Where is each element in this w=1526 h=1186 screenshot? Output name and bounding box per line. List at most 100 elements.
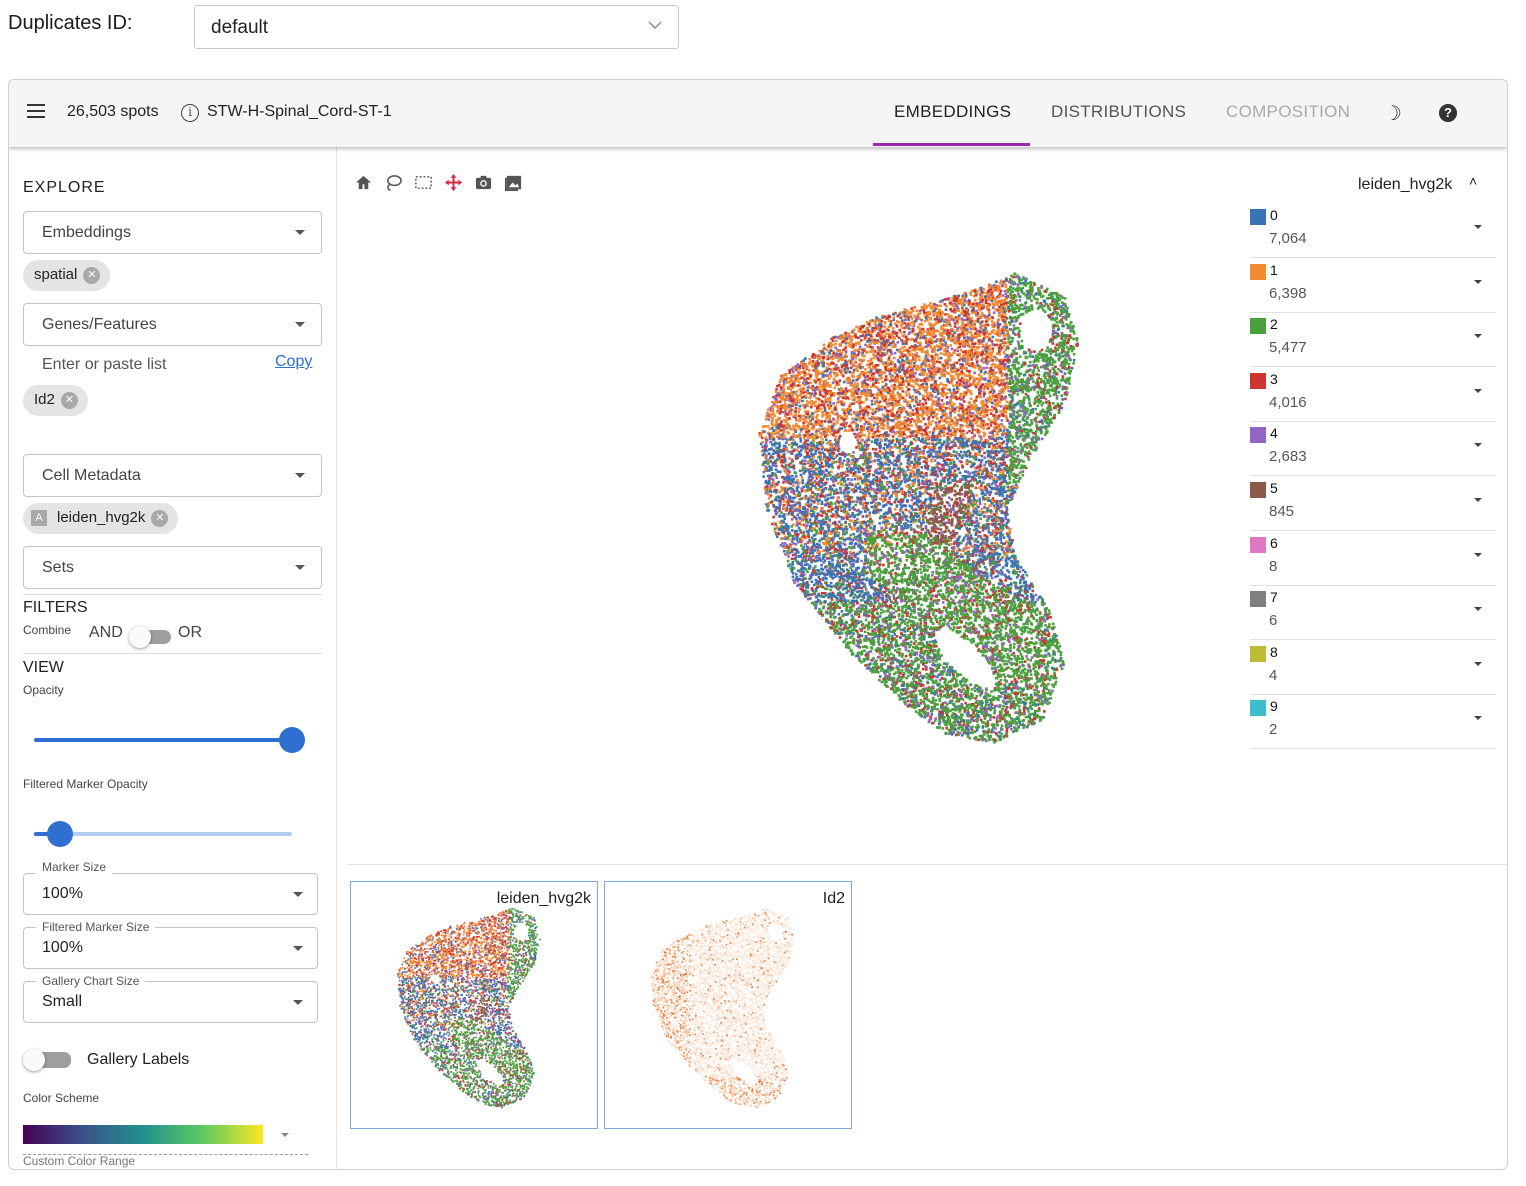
- spot-marker: [999, 629, 1003, 632]
- spot-marker: [951, 453, 954, 457]
- spot-marker: [861, 359, 864, 363]
- duplicates-select[interactable]: default: [194, 5, 679, 49]
- spot-marker: [848, 505, 851, 508]
- spot-marker: [856, 518, 859, 521]
- spot-marker: [851, 616, 855, 619]
- metadata-chip-label: leiden_hvg2k: [57, 509, 145, 526]
- spot-marker: [1013, 293, 1016, 297]
- spot-marker: [989, 730, 993, 734]
- spot-marker: [869, 600, 873, 604]
- spot-marker: [811, 593, 814, 596]
- spot-marker: [1004, 468, 1007, 472]
- dark-mode-icon[interactable]: ☽: [1384, 101, 1402, 126]
- spot-marker: [905, 618, 908, 621]
- spot-marker: [931, 419, 934, 423]
- color-scheme-swatch[interactable]: [23, 1125, 263, 1144]
- tab-composition[interactable]: COMPOSITION: [1226, 102, 1350, 122]
- menu-icon[interactable]: [27, 104, 45, 120]
- spot-marker: [852, 562, 855, 565]
- copy-link[interactable]: Copy: [275, 353, 312, 371]
- remove-chip-icon[interactable]: ✕: [151, 510, 169, 527]
- spot-marker: [830, 574, 834, 577]
- spot-marker: [990, 299, 994, 303]
- gene-chip[interactable]: Id2 ✕: [23, 385, 88, 416]
- spot-marker: [825, 536, 828, 539]
- genes-dropdown[interactable]: Genes/Features: [23, 303, 322, 346]
- spot-marker: [815, 477, 819, 480]
- spot-marker: [872, 498, 876, 501]
- spot-marker: [1008, 530, 1011, 534]
- spot-marker: [882, 610, 885, 613]
- gallery-labels-toggle-thumb[interactable]: [23, 1049, 45, 1071]
- pan-icon[interactable]: [444, 173, 463, 192]
- caret-down-icon[interactable]: [281, 1133, 289, 1137]
- opacity-slider-track[interactable]: [34, 738, 292, 742]
- spot-marker: [1054, 676, 1058, 680]
- spot-marker: [973, 550, 977, 553]
- embeddings-dropdown[interactable]: Embeddings: [23, 211, 322, 254]
- box-select-icon[interactable]: [414, 173, 433, 192]
- spot-marker: [1040, 356, 1043, 359]
- spot-marker: [920, 318, 923, 322]
- paste-list-input[interactable]: Enter or paste list: [42, 356, 167, 374]
- marker-size-select[interactable]: Marker Size 100%: [23, 860, 318, 915]
- spot-marker: [821, 568, 825, 571]
- filtered-opacity-slider-track[interactable]: [34, 832, 292, 836]
- spot-marker: [870, 399, 874, 403]
- home-icon[interactable]: [354, 173, 373, 192]
- spot-marker: [1003, 398, 1007, 401]
- divider: [23, 1154, 308, 1155]
- spot-marker: [840, 610, 844, 613]
- spot-marker: [788, 457, 791, 460]
- spot-marker: [991, 614, 994, 617]
- spot-marker: [838, 434, 842, 438]
- spot-marker: [1024, 466, 1028, 470]
- opacity-slider-thumb[interactable]: [279, 727, 305, 753]
- spot-marker: [844, 387, 848, 390]
- tab-distributions[interactable]: DISTRIBUTIONS: [1051, 102, 1186, 122]
- spot-marker: [986, 387, 990, 390]
- tab-embeddings[interactable]: EMBEDDINGS: [894, 102, 1011, 122]
- filtered-marker-size-select[interactable]: Filtered Marker Size 100%: [23, 920, 318, 969]
- app-bar: 26,503 spots i STW-H-Spinal_Cord-ST-1 EM…: [9, 80, 1507, 147]
- spot-marker: [1014, 347, 1017, 350]
- remove-chip-icon[interactable]: ✕: [83, 267, 101, 284]
- spot-marker: [952, 484, 956, 488]
- spot-marker: [930, 387, 933, 390]
- spatial-scatter-plot[interactable]: [338, 147, 1238, 847]
- info-icon[interactable]: i: [181, 104, 199, 122]
- combine-toggle-thumb[interactable]: [129, 626, 151, 648]
- help-icon[interactable]: ?: [1439, 104, 1457, 122]
- spot-marker: [880, 664, 883, 668]
- spot-marker: [919, 626, 922, 629]
- spot-marker: [910, 469, 913, 472]
- spot-marker: [912, 371, 915, 374]
- image-icon[interactable]: [504, 173, 523, 192]
- spot-marker: [895, 367, 899, 371]
- spot-marker: [864, 489, 867, 493]
- spot-marker: [933, 675, 937, 678]
- filtered-marker-size-value: 100%: [42, 939, 83, 957]
- filtered-opacity-slider-thumb[interactable]: [47, 821, 73, 847]
- spot-marker: [995, 343, 999, 347]
- spot-marker: [1030, 308, 1033, 311]
- spot-marker: [1010, 653, 1013, 657]
- embedding-chip[interactable]: spatial ✕: [23, 260, 111, 291]
- spot-marker: [872, 569, 875, 573]
- lasso-icon[interactable]: [384, 173, 403, 192]
- spot-marker: [1047, 642, 1051, 645]
- gallery-chart-size-select[interactable]: Gallery Chart Size Small: [23, 974, 318, 1023]
- spot-marker: [777, 383, 781, 387]
- spot-marker: [964, 470, 967, 473]
- spot-marker: [832, 569, 835, 573]
- gallery-chart-size-value: Small: [42, 993, 82, 1011]
- spot-marker: [890, 683, 894, 687]
- camera-icon[interactable]: [474, 173, 493, 192]
- duplicates-value: default: [211, 17, 268, 39]
- sets-dropdown[interactable]: Sets: [23, 546, 322, 589]
- cell-metadata-dropdown[interactable]: Cell Metadata: [23, 454, 322, 497]
- remove-chip-icon[interactable]: ✕: [60, 392, 78, 409]
- spot-marker: [898, 653, 901, 657]
- spot-marker: [967, 583, 971, 587]
